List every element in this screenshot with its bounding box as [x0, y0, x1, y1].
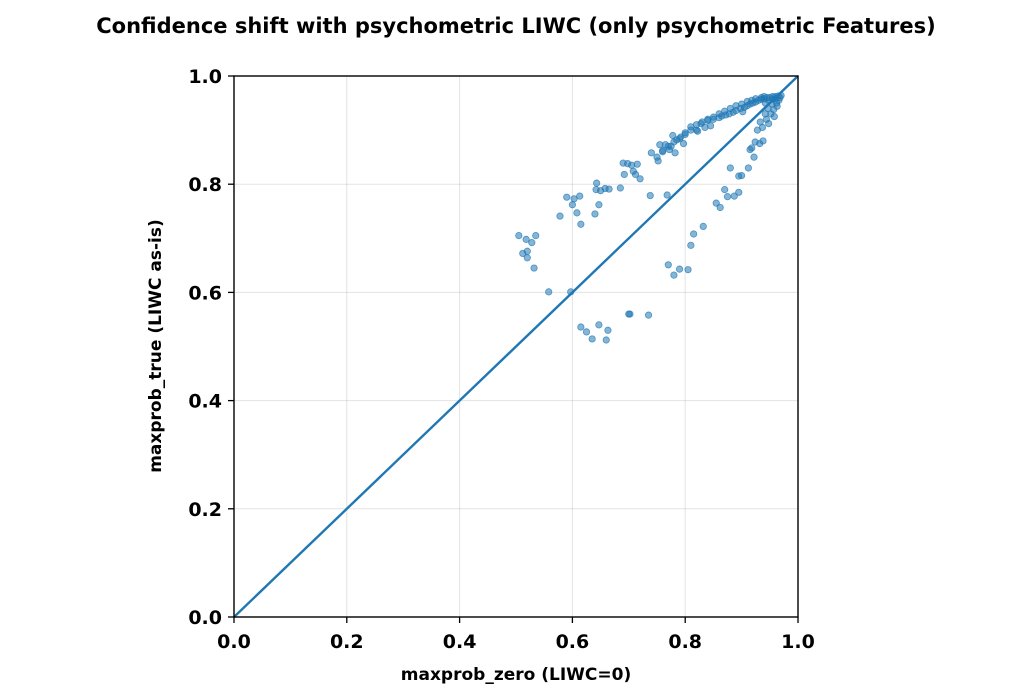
data-point — [568, 201, 577, 209]
data-point — [765, 120, 773, 128]
data-point — [664, 142, 672, 150]
data-point — [721, 186, 729, 194]
data-point — [582, 328, 591, 336]
data-point — [620, 170, 628, 179]
data-point — [563, 193, 571, 201]
data-point — [690, 230, 698, 238]
x-axis-label: maxprob_zero (LIWC=0) — [401, 665, 631, 685]
data-point — [759, 137, 767, 145]
data-point — [646, 191, 654, 200]
data-point — [605, 185, 613, 193]
data-point — [750, 153, 758, 161]
data-point — [647, 149, 655, 157]
data-point — [681, 130, 689, 139]
chart-title: Confidence shift with psychometric LIWC … — [96, 14, 936, 38]
x-tick-label: 0.6 — [556, 631, 590, 653]
data-point — [654, 157, 662, 165]
data-point — [706, 122, 715, 130]
y-tick-label: 0.6 — [188, 282, 222, 304]
y-axis: 0.0 0.2 0.4 0.6 0.8 1.0 — [188, 66, 234, 629]
data-point — [748, 144, 756, 152]
data-point — [715, 110, 723, 118]
data-point — [770, 112, 778, 121]
x-tick-label: 0.4 — [443, 631, 477, 653]
data-point — [698, 118, 706, 126]
data-point — [744, 164, 752, 172]
data-point — [664, 261, 672, 269]
x-tick-label: 0.0 — [217, 631, 251, 653]
data-point — [633, 160, 641, 168]
data-point — [595, 201, 603, 209]
data-point — [522, 235, 530, 243]
data-point — [515, 231, 523, 240]
data-point — [675, 135, 684, 143]
data-point — [716, 203, 724, 212]
data-point — [616, 184, 624, 192]
data-point — [523, 247, 531, 255]
data-point — [726, 104, 734, 113]
x-tick-label: 0.2 — [330, 631, 364, 653]
data-point — [576, 192, 584, 200]
data-point — [670, 138, 678, 146]
data-point — [687, 126, 695, 134]
y-tick-label: 0.0 — [188, 607, 222, 629]
data-point — [663, 191, 671, 199]
data-point — [588, 335, 596, 343]
data-point — [726, 164, 734, 172]
y-tick-label: 0.2 — [188, 499, 222, 521]
data-points — [515, 91, 785, 344]
y-tick-label: 1.0 — [188, 66, 222, 88]
data-point — [675, 265, 684, 273]
data-point — [670, 271, 678, 279]
data-point — [684, 266, 692, 274]
data-point — [699, 222, 707, 230]
data-point — [528, 239, 536, 247]
data-point — [530, 264, 538, 272]
data-point — [758, 123, 767, 131]
data-point — [659, 147, 667, 155]
data-point — [523, 254, 531, 262]
y-tick-label: 0.8 — [188, 174, 222, 196]
data-point — [671, 149, 679, 157]
data-point — [577, 323, 585, 331]
data-point — [577, 220, 585, 228]
data-point — [545, 288, 553, 296]
data-point — [737, 171, 746, 180]
data-point — [723, 193, 732, 201]
data-point — [692, 121, 701, 129]
data-point — [591, 210, 599, 218]
data-point — [694, 127, 702, 135]
data-point — [743, 97, 751, 106]
y-axis-label: maxprob_true (LIWC as-is) — [146, 219, 166, 473]
identity-line — [233, 75, 799, 618]
data-point — [730, 192, 738, 200]
data-point — [595, 321, 603, 329]
data-point — [735, 188, 743, 196]
data-point — [556, 212, 564, 220]
data-point — [679, 140, 688, 148]
data-point — [704, 115, 712, 123]
data-point — [593, 179, 601, 187]
data-point — [644, 311, 653, 319]
plot-frame — [233, 75, 799, 618]
data-point — [721, 107, 729, 115]
data-point — [636, 175, 644, 183]
x-tick-label: 0.8 — [668, 631, 702, 653]
data-point — [626, 310, 634, 318]
data-point — [773, 102, 781, 110]
y-tick-label: 0.4 — [188, 391, 222, 413]
data-point — [631, 170, 640, 179]
x-axis: 0.0 0.2 0.4 0.6 0.8 1.0 — [217, 617, 815, 653]
data-point — [732, 102, 740, 110]
x-tick-label: 1.0 — [781, 631, 815, 653]
data-point — [532, 231, 540, 240]
data-point — [573, 209, 581, 217]
data-point — [602, 336, 610, 344]
data-point — [604, 326, 612, 334]
data-point — [687, 241, 695, 249]
data-point — [570, 195, 578, 203]
